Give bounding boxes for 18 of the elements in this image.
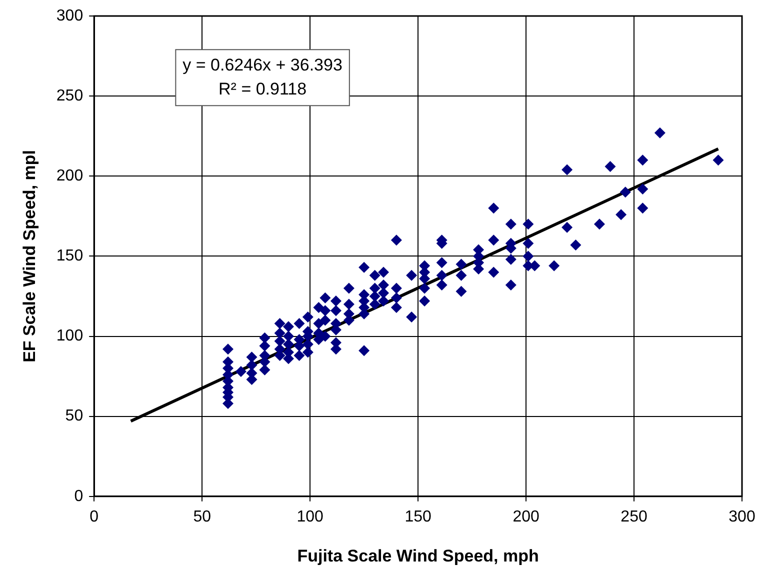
x-axis-title: Fujita Scale Wind Speed, mph: [297, 546, 539, 566]
y-tick-label: 200: [56, 168, 84, 185]
x-tick-label: 100: [296, 508, 324, 526]
x-tick-label: 0: [90, 508, 99, 526]
x-tick-label: 150: [404, 508, 432, 526]
y-tick-label: 150: [56, 248, 84, 265]
x-tick-label: 300: [728, 508, 756, 526]
y-tick-label: 0: [74, 488, 84, 505]
y-axis-title: EF Scale Wind Speed, mpl: [20, 150, 39, 362]
y-tick-label: 250: [56, 87, 84, 104]
annotation: R² = 0.9118: [218, 79, 307, 98]
x-tick-label: 250: [620, 508, 648, 526]
y-tick-label: 300: [56, 7, 84, 24]
x-tick-label: 50: [193, 508, 212, 526]
y-tick-label: 100: [56, 328, 84, 345]
x-tick-label: 200: [512, 508, 540, 526]
annotation: y = 0.6246x + 36.393: [182, 55, 342, 74]
y-tick-label: 50: [65, 408, 84, 425]
